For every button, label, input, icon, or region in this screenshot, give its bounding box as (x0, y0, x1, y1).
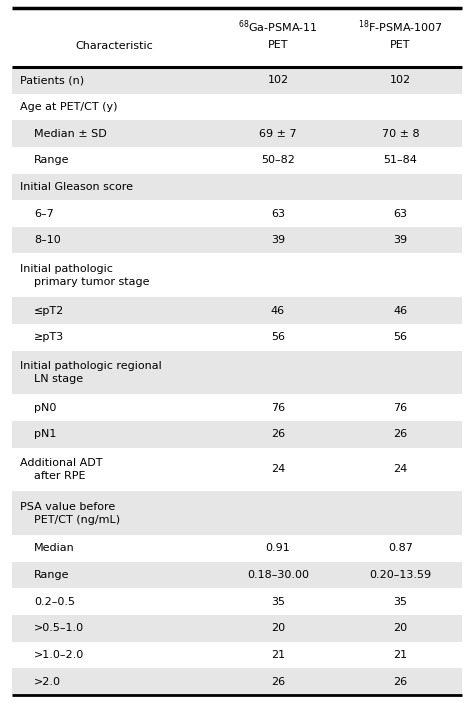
Text: Age at PET/CT (y): Age at PET/CT (y) (20, 102, 118, 112)
Text: 8–10: 8–10 (34, 236, 61, 245)
Text: Median: Median (34, 543, 75, 553)
Text: 20: 20 (393, 624, 408, 633)
Text: ≤pT2: ≤pT2 (34, 306, 64, 316)
Text: 21: 21 (271, 650, 285, 660)
Text: >0.5–1.0: >0.5–1.0 (34, 624, 84, 633)
Text: Initial pathologic
    primary tumor stage: Initial pathologic primary tumor stage (20, 264, 149, 287)
Text: 69 ± 7: 69 ± 7 (259, 129, 297, 138)
Bar (12, 669, 462, 695)
Bar (12, 67, 462, 93)
Text: ≥pT3: ≥pT3 (34, 333, 64, 342)
Text: 50–82: 50–82 (261, 155, 295, 165)
Text: 21: 21 (393, 650, 408, 660)
Bar (12, 120, 462, 147)
Text: 0.20–13.59: 0.20–13.59 (370, 570, 432, 580)
Text: 0.2–0.5: 0.2–0.5 (34, 597, 75, 607)
Text: Range: Range (34, 570, 70, 580)
Text: 76: 76 (393, 403, 408, 413)
Text: 46: 46 (271, 306, 285, 316)
Text: Initial pathologic regional
    LN stage: Initial pathologic regional LN stage (20, 361, 162, 384)
Text: 70 ± 8: 70 ± 8 (382, 129, 419, 138)
Bar (12, 562, 462, 588)
Text: 6–7: 6–7 (34, 209, 54, 219)
Bar (12, 491, 462, 535)
Text: 0.18–30.00: 0.18–30.00 (247, 570, 309, 580)
Text: 63: 63 (393, 209, 408, 219)
Text: 24: 24 (271, 465, 285, 475)
Bar (12, 227, 462, 254)
Text: 35: 35 (271, 597, 285, 607)
Text: 26: 26 (271, 677, 285, 687)
Bar (12, 421, 462, 448)
Text: 39: 39 (393, 236, 408, 245)
Text: 56: 56 (271, 333, 285, 342)
Text: Patients (n): Patients (n) (20, 75, 84, 85)
Text: 102: 102 (267, 75, 289, 85)
Text: Initial Gleason score: Initial Gleason score (20, 182, 133, 192)
Text: 0.87: 0.87 (388, 543, 413, 553)
Text: 51–84: 51–84 (383, 155, 418, 165)
Text: PET: PET (390, 39, 411, 50)
Text: Additional ADT
    after RPE: Additional ADT after RPE (20, 458, 102, 481)
Text: PET: PET (268, 39, 288, 50)
Text: >2.0: >2.0 (34, 677, 61, 687)
Text: pN0: pN0 (34, 403, 56, 413)
Bar (12, 297, 462, 324)
Text: 0.91: 0.91 (265, 543, 290, 553)
Text: 26: 26 (271, 430, 285, 439)
Text: 26: 26 (393, 430, 408, 439)
Text: Median ± SD: Median ± SD (34, 129, 107, 138)
Text: 39: 39 (271, 236, 285, 245)
Text: 20: 20 (271, 624, 285, 633)
Bar (12, 8, 462, 67)
Text: Range: Range (34, 155, 70, 165)
Text: 24: 24 (393, 465, 408, 475)
Text: pN1: pN1 (34, 430, 56, 439)
Text: 35: 35 (393, 597, 408, 607)
Text: $^{18}$F-PSMA-1007: $^{18}$F-PSMA-1007 (358, 18, 443, 35)
Text: 46: 46 (393, 306, 408, 316)
Text: 63: 63 (271, 209, 285, 219)
Text: >1.0–2.0: >1.0–2.0 (34, 650, 84, 660)
Text: 102: 102 (390, 75, 411, 85)
Text: 26: 26 (393, 677, 408, 687)
Text: 76: 76 (271, 403, 285, 413)
Text: PSA value before
    PET/CT (ng/mL): PSA value before PET/CT (ng/mL) (20, 502, 120, 525)
Bar (12, 615, 462, 642)
Text: 56: 56 (393, 333, 408, 342)
Text: $^{68}$Ga-PSMA-11: $^{68}$Ga-PSMA-11 (238, 18, 318, 35)
Text: Characteristic: Characteristic (75, 41, 153, 51)
Bar (12, 351, 462, 394)
Bar (12, 174, 462, 200)
